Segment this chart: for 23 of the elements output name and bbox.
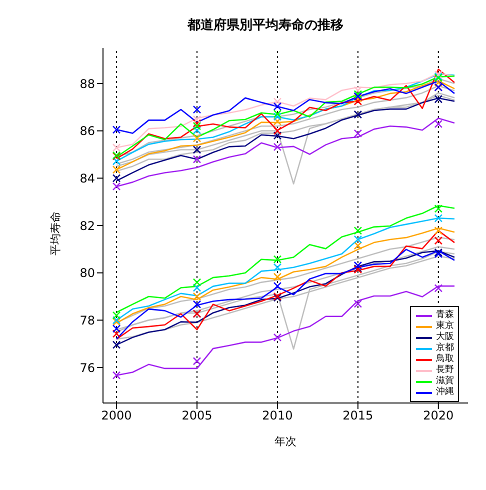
x-tick-label: 2010: [262, 408, 293, 423]
legend-label: 東京: [436, 321, 454, 332]
y-tick-label: 80: [80, 266, 95, 280]
legend-label: 長野: [436, 365, 454, 376]
legend-label: 滋賀: [436, 376, 454, 386]
x-tick-label: 2005: [182, 408, 212, 423]
y-tick-label: 88: [80, 76, 95, 91]
chart-title: 都道府県別平均寿命の推移: [186, 16, 344, 34]
y-tick-label: 76: [80, 360, 95, 375]
legend-label: 鳥取: [436, 354, 454, 364]
legend-label: 大阪: [436, 332, 454, 342]
legend-label: 青森: [436, 310, 454, 320]
y-tick-label: 78: [80, 313, 95, 328]
y-axis-title: 平均寿命: [48, 212, 62, 256]
y-tick-label: 86: [80, 124, 95, 138]
x-tick-label: 2015: [342, 408, 374, 423]
legend-label: 京都: [436, 343, 454, 354]
y-tick-label: 84: [80, 171, 95, 186]
y-tick-label: 82: [80, 218, 95, 233]
x-axis-title: 年次: [274, 435, 296, 448]
x-tick-label: 2020: [423, 408, 454, 423]
x-tick-label: 2000: [101, 408, 132, 423]
legend-label: 沖縄: [436, 387, 454, 398]
